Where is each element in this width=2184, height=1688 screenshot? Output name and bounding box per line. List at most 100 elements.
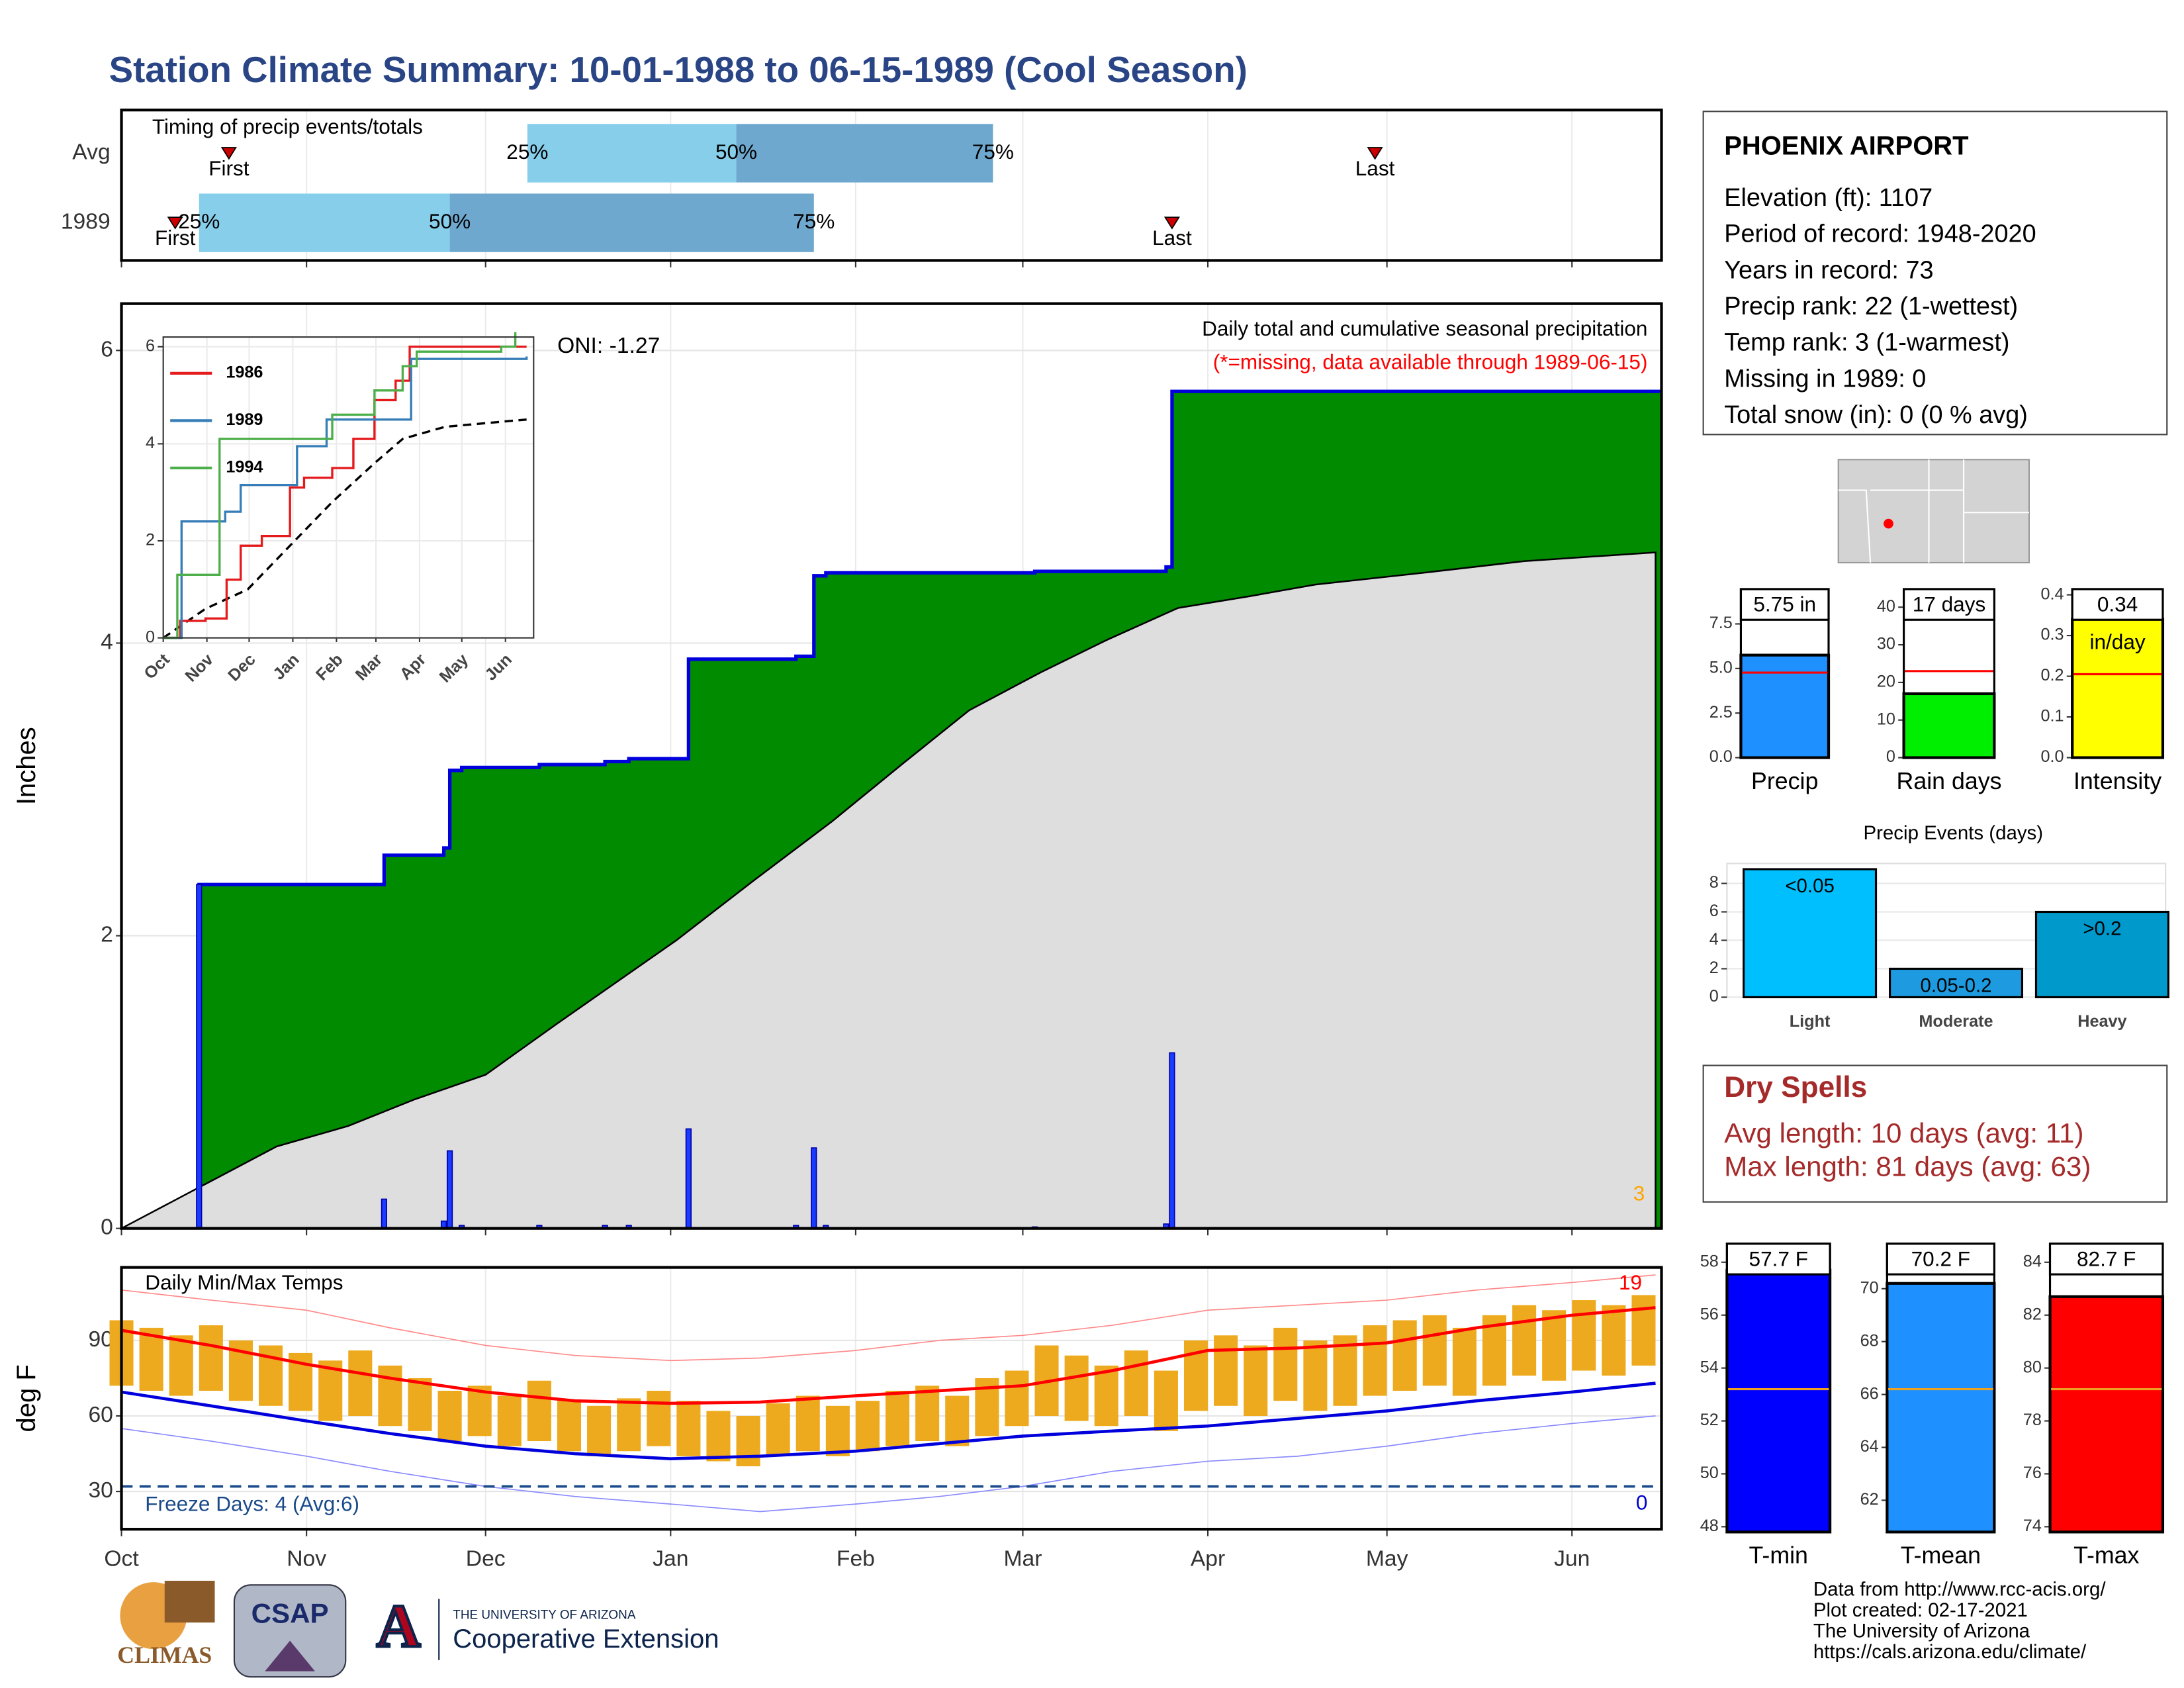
station-line: Total snow (in): 0 (0 % avg): [1724, 401, 2028, 429]
x-tick-label: Heavy: [2077, 1012, 2126, 1031]
daily-temp-bar: [647, 1390, 671, 1446]
daily-temp-bar: [199, 1325, 223, 1391]
row-label: 1989: [61, 210, 111, 234]
y-tick-label: 52: [1700, 1411, 1719, 1429]
daily-temp-bar: [676, 1401, 701, 1456]
daily-temp-bar: [437, 1390, 462, 1442]
daily-temp-bar: [1452, 1327, 1477, 1396]
quartile-label: 25%: [178, 209, 220, 233]
cumulative-line: [197, 389, 1662, 1229]
x-axis-title: Precip: [1751, 768, 1818, 794]
y-tick-label: 5.0: [1709, 659, 1733, 677]
y-tick-label: 0.2: [2040, 666, 2064, 684]
quartile-bar: [199, 193, 450, 252]
event-label: First: [155, 226, 196, 250]
y-tick-label: 58: [1700, 1252, 1719, 1270]
temps-frame: [120, 1266, 1663, 1531]
climas-logo: CLIMAS: [117, 1642, 212, 1668]
value-label-box: [1903, 588, 1995, 621]
y-tick-label: 4: [1709, 930, 1719, 949]
daily-temp-bar: [736, 1415, 760, 1467]
y-tick-label: 2: [1709, 959, 1719, 977]
freeze-label: Freeze Days: 4 (Avg:6): [145, 1492, 359, 1516]
csap-icon: [233, 1584, 347, 1678]
event-marker: [220, 147, 237, 160]
daily-precip-bar: [1169, 1052, 1175, 1229]
y-tick-label: 0: [101, 1215, 113, 1240]
daily-temp-bar: [497, 1395, 522, 1446]
x-axis-title: Rain days: [1896, 768, 2001, 794]
dry-spells-line: Avg length: 10 days (avg: 11): [1724, 1117, 2083, 1149]
normal-max-line: [121, 1306, 1656, 1405]
y-tick-label: 40: [1877, 597, 1895, 616]
x-tick-label: Light: [1790, 1012, 1831, 1031]
oni-label: ONI: -1.27: [557, 334, 660, 358]
normal-min-line: [121, 1382, 1656, 1460]
daily-precip-bar: [685, 1128, 692, 1229]
y-tick-label: 54: [1700, 1358, 1719, 1376]
x-tick-label: Apr: [1191, 1546, 1225, 1571]
y-tick-label: 82: [2023, 1305, 2042, 1323]
summary-bar: [1725, 1268, 1832, 1534]
record-min-line: [121, 1415, 1656, 1513]
y-tick-label: 30: [88, 1478, 113, 1503]
daily-temp-bar: [527, 1380, 551, 1442]
daily-temp-bar: [1631, 1295, 1656, 1366]
x-tick-label: Jun: [1554, 1546, 1590, 1571]
dry-spells-line: Max length: 81 days (avg: 63): [1724, 1150, 2091, 1182]
summary-bar: [1739, 653, 1831, 759]
legend-label: 1986: [226, 363, 263, 382]
bar: [1743, 868, 1878, 999]
x-tick-label: Feb: [837, 1546, 875, 1571]
daily-temp-bar: [1542, 1310, 1567, 1381]
y-tick-label: 6: [146, 336, 155, 355]
daily-temp-bar: [886, 1390, 910, 1446]
y-tick-label: 56: [1700, 1305, 1719, 1323]
y-tick-label: 64: [1860, 1437, 1879, 1456]
year-line: [163, 332, 517, 639]
y-tick-label: 2.5: [1709, 703, 1733, 722]
daily-temp-bar: [408, 1378, 432, 1431]
x-tick-label: Nov: [287, 1546, 326, 1571]
dry-spells-box: Dry Spells Avg length: 10 days (avg: 11)…: [1702, 1064, 2168, 1203]
y-tick-label: 2: [146, 531, 155, 549]
station-line: Temp rank: 3 (1-warmest): [1724, 329, 2009, 357]
x-axis-title: T-min: [1749, 1542, 1808, 1569]
event-label: Last: [1355, 156, 1395, 180]
y-tick-label: 30: [1877, 635, 1895, 653]
quartile-label: 25%: [506, 140, 548, 164]
year-line: [163, 356, 528, 639]
x-axis-title: Intensity: [2073, 768, 2161, 794]
y-tick-label: 10: [1877, 710, 1895, 728]
y-tick-label: 66: [1860, 1384, 1879, 1403]
y-tick-label: 70: [1860, 1278, 1879, 1297]
station-line: Precip rank: 22 (1-wettest): [1724, 293, 2018, 320]
event-marker: [167, 216, 183, 230]
daily-temp-bar: [1572, 1300, 1596, 1371]
daily-temp-bar: [796, 1395, 820, 1452]
quartile-bar: [449, 193, 814, 252]
x-axis-title: T-max: [2073, 1542, 2139, 1569]
station-line: Period of record: 1948-2020: [1724, 220, 2036, 248]
event-label: Last: [1152, 226, 1192, 250]
bar-label: 0.05-0.2: [1920, 975, 1991, 997]
temps-title: Daily Min/Max Temps: [145, 1270, 343, 1294]
value-label: 17 days: [1913, 592, 1986, 616]
footer: Data from http://www.rcc-acis.org/ Plot …: [1813, 1579, 2106, 1664]
record-high-days: 19: [1619, 1270, 1642, 1294]
footer-line: Plot created: 02-17-2021: [1813, 1599, 2028, 1621]
value-label: 82.7 F: [2077, 1246, 2136, 1270]
daily-temp-bar: [1094, 1365, 1118, 1427]
daily-temp-bar: [855, 1401, 880, 1452]
summary-bar: [1902, 692, 1996, 759]
quartile-label: 50%: [429, 209, 471, 233]
value-label: 5.75 in: [1753, 592, 1816, 616]
daily-temp-bar: [825, 1405, 850, 1456]
daily-temp-bar: [706, 1411, 731, 1462]
value-label: 0.34: [2097, 592, 2138, 616]
y-tick-label: 0.0: [1709, 747, 1733, 766]
daily-temp-bar: [348, 1350, 373, 1416]
y-tick-label: 68: [1860, 1331, 1879, 1350]
daily-temp-bar: [1273, 1327, 1298, 1401]
page-title: Station Climate Summary: 10-01-1988 to 0…: [109, 49, 1248, 90]
